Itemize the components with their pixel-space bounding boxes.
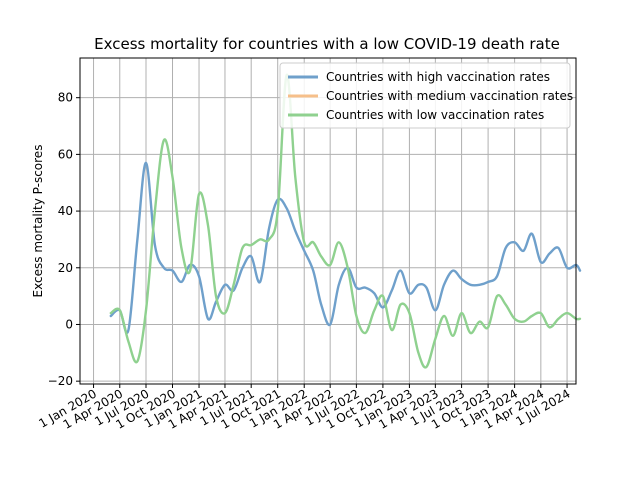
series-line-low-vaccination: [109, 73, 582, 369]
legend-label-medium: Countries with medium vaccination rates: [326, 89, 573, 103]
y-axis-ticks: −20 0 20 40 60 80: [48, 91, 80, 388]
y-tick-label: 0: [65, 317, 73, 331]
legend-box: [279, 62, 571, 129]
legend-label-high: Countries with high vaccination rates: [326, 70, 550, 84]
y-tick-label: −20: [48, 374, 73, 388]
legend: Countries with high vaccination rates Co…: [279, 62, 573, 129]
legend-label-low: Countries with low vaccination rates: [326, 108, 544, 122]
plot-frame: [79, 57, 577, 385]
y-tick-label: 40: [58, 204, 73, 218]
series-lines: [109, 73, 582, 369]
y-tick-label: 20: [58, 261, 73, 275]
y-axis-label: Excess mortality P-scores: [31, 145, 45, 298]
y-tick-label: 80: [58, 91, 73, 105]
y-tick-label: 60: [58, 147, 73, 161]
chart-title: Excess mortality for countries with a lo…: [94, 35, 560, 53]
